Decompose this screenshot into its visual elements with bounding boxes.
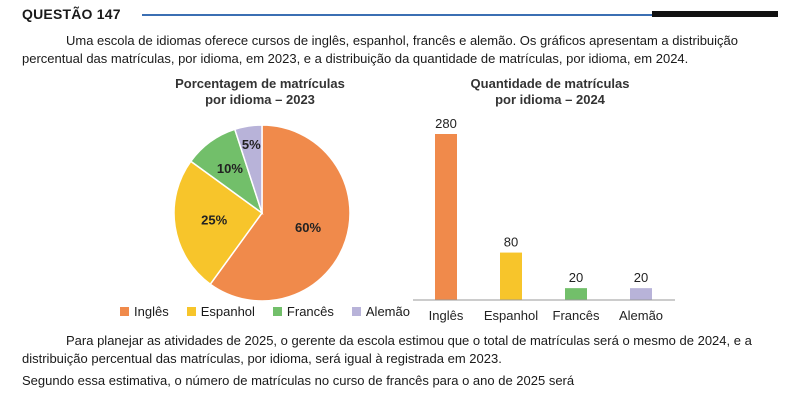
legend-swatch-ingles xyxy=(120,307,129,316)
intro-paragraph: Uma escola de idiomas oferece cursos de … xyxy=(22,33,739,66)
pie-chart-title: Porcentagem de matrículas por idioma – 2… xyxy=(150,76,370,108)
bar-frances xyxy=(565,288,587,300)
pie-data-label-espanhol: 25% xyxy=(201,213,227,228)
header-rule xyxy=(142,14,662,16)
pie-title-line2: por idioma – 2023 xyxy=(205,92,315,107)
pie-data-label-frances: 10% xyxy=(217,161,243,176)
legend-label-ingles: Inglês xyxy=(134,304,169,319)
bar-title-line1: Quantidade de matrículas xyxy=(470,76,630,91)
question-number: QUESTÃO 147 xyxy=(22,6,121,22)
bar-data-label-frances: 20 xyxy=(569,270,583,285)
legend-item-espanhol: Espanhol xyxy=(186,304,255,319)
planning-paragraph: Para planejar as atividades de 2025, o g… xyxy=(22,333,752,366)
pie-title-line1: Porcentagem de matrículas xyxy=(175,76,345,91)
legend-swatch-espanhol xyxy=(186,307,196,316)
bar-espanhol xyxy=(500,252,522,300)
pie-legend: Inglês Espanhol Francês Alemão xyxy=(120,304,410,319)
bar-data-label-alemao: 20 xyxy=(634,270,648,285)
legend-label-espanhol: Espanhol xyxy=(200,304,255,319)
bar-data-label-ingles: 280 xyxy=(435,116,457,131)
legend-item-frances: Francês xyxy=(272,304,334,319)
pie-slice-ingles xyxy=(209,124,351,302)
pie-slice-espanhol xyxy=(173,160,264,286)
bar-category-label-frances: Francês xyxy=(553,308,600,323)
bar-category-label-espanhol: Espanhol xyxy=(484,308,538,323)
bar-ingles xyxy=(435,134,457,300)
legend-item-ingles: Inglês xyxy=(120,304,169,319)
pie-slice-alemao xyxy=(233,124,263,214)
legend-swatch-frances xyxy=(272,307,282,316)
header-bar xyxy=(652,11,778,17)
bar-chart-title: Quantidade de matrículas por idioma – 20… xyxy=(420,76,680,108)
pie-data-label-alemao: 5% xyxy=(242,137,261,152)
bar-category-label-ingles: Inglês xyxy=(429,308,464,323)
bar-title-line2: por idioma – 2024 xyxy=(495,92,605,107)
pie-data-label-ingles: 60% xyxy=(295,220,321,235)
bar-category-label-alemao: Alemão xyxy=(619,308,663,323)
legend-swatch-alemao xyxy=(351,307,361,316)
legend-label-alemao: Alemão xyxy=(365,304,410,319)
legend-item-alemao: Alemão xyxy=(351,304,410,319)
legend-label-frances: Francês xyxy=(286,304,334,319)
question-prompt: Segundo essa estimativa, o número de mat… xyxy=(22,373,575,388)
bar-alemao xyxy=(630,288,652,300)
question-header: QUESTÃO 147 xyxy=(22,6,778,28)
bar-data-label-espanhol: 80 xyxy=(504,235,518,250)
